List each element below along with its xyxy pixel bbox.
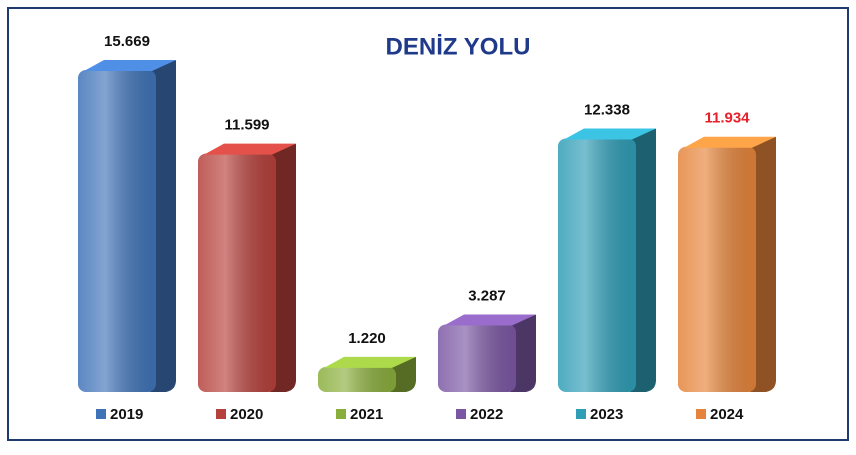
- legend-swatch: [696, 409, 706, 419]
- bar-side: [270, 143, 296, 392]
- bar-side: [750, 136, 776, 392]
- bar-top: [444, 314, 536, 326]
- bar-shine: [678, 146, 756, 392]
- bar-top: [84, 60, 176, 71]
- bar-shine: [78, 70, 156, 392]
- value-label: 11.599: [224, 117, 269, 134]
- bar-shine: [558, 138, 636, 392]
- bar-shine: [438, 324, 516, 392]
- legend-swatch: [336, 409, 346, 419]
- legend-swatch: [456, 409, 466, 419]
- bar-side: [510, 314, 536, 392]
- chart-title: DENİZ YOLU: [386, 33, 531, 60]
- legend-swatch: [576, 409, 586, 419]
- bar-shine: [198, 153, 276, 392]
- legend-swatch: [96, 409, 106, 419]
- legend-label: 2020: [230, 406, 263, 423]
- value-label: 12.338: [584, 101, 630, 118]
- legend-label: 2022: [470, 406, 503, 423]
- bar-top: [564, 128, 656, 140]
- legend-label: 2021: [350, 406, 383, 423]
- bar-side: [630, 128, 656, 392]
- value-label: 11.934: [704, 110, 750, 127]
- bar-shine: [318, 366, 396, 392]
- bar-top: [204, 143, 296, 155]
- legend-swatch: [216, 409, 226, 419]
- value-label: 1.220: [348, 330, 386, 347]
- bar-side: [150, 60, 176, 392]
- bar-top: [324, 356, 416, 368]
- value-label: 15.669: [104, 33, 150, 50]
- value-label: 3.287: [468, 287, 506, 304]
- legend-label: 2023: [590, 406, 623, 423]
- legend-label: 2019: [110, 406, 143, 423]
- legend-label: 2024: [710, 406, 744, 423]
- bar-top: [684, 136, 776, 148]
